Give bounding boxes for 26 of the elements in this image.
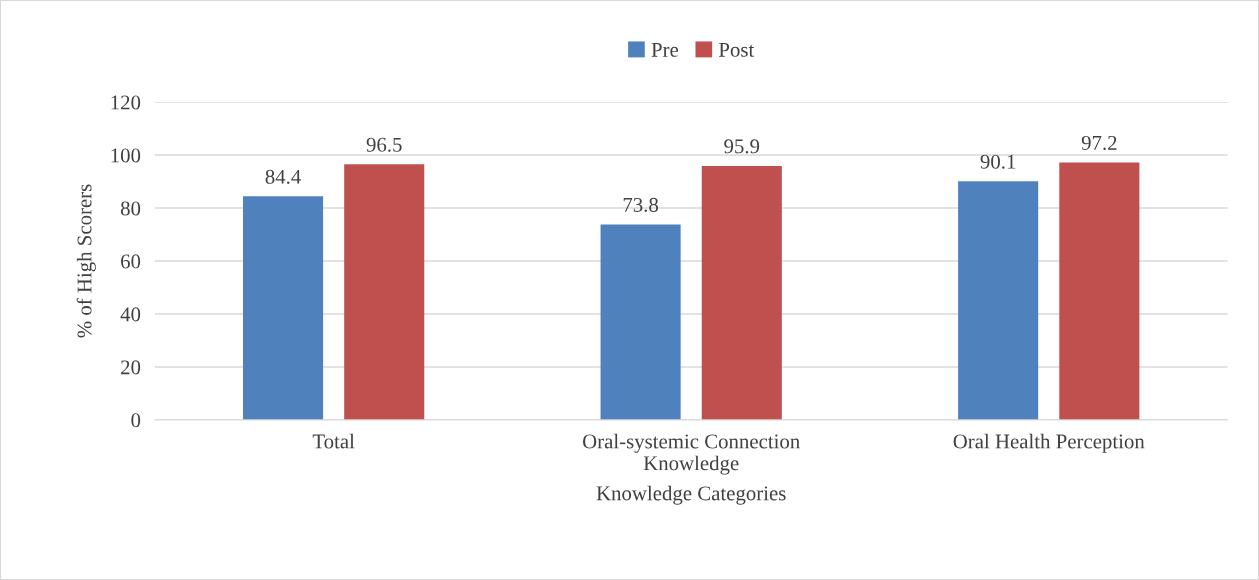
bar xyxy=(344,164,425,420)
data-label: 97.2 xyxy=(1081,135,1117,150)
bar xyxy=(242,196,324,420)
x-tick-label: Oral-systemic Connection Knowledge xyxy=(582,433,800,475)
bar xyxy=(1059,162,1140,420)
y-tick-label: 120 xyxy=(111,95,141,110)
data-label: 95.9 xyxy=(724,139,760,154)
x-axis-title: Knowledge Categories xyxy=(596,485,786,505)
bar xyxy=(600,224,681,420)
y-tick-label: 20 xyxy=(121,360,141,375)
data-label: 96.5 xyxy=(366,137,402,152)
y-tick-label: 60 xyxy=(121,254,141,269)
bar xyxy=(958,181,1039,420)
legend-label: Post xyxy=(718,43,755,57)
y-tick-label: 80 xyxy=(120,201,141,216)
data-label: 84.4 xyxy=(265,169,301,184)
y-tick-label: 100 xyxy=(111,148,141,163)
x-tick-label: Total xyxy=(312,433,355,449)
y-tick-label: 40 xyxy=(120,307,141,322)
data-label: 90.1 xyxy=(980,154,1016,169)
legend-label: Pre xyxy=(651,43,679,57)
y-tick-label: 0 xyxy=(131,413,141,428)
x-tick-label: Oral Health Perception xyxy=(953,433,1145,453)
data-label: 73.8 xyxy=(623,197,659,212)
bar xyxy=(701,165,782,420)
y-axis-title: % of High Scorers xyxy=(76,184,96,338)
